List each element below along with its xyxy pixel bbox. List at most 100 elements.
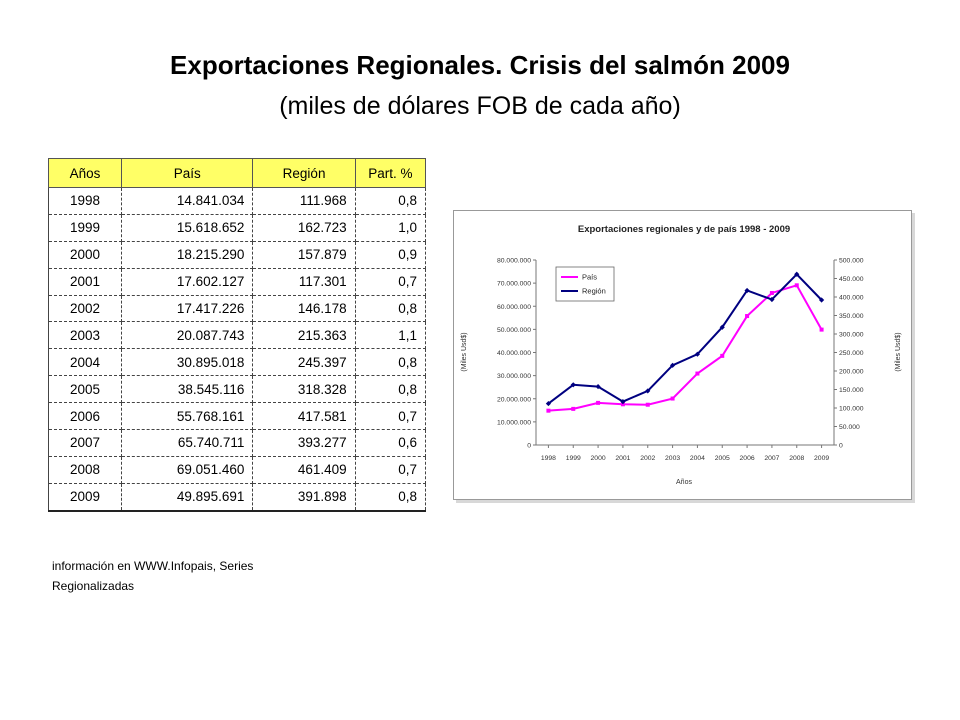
cell-part: 0,8: [355, 348, 427, 377]
y-tick-label-right: 450.000: [839, 276, 864, 283]
series-line-region: [547, 272, 823, 405]
page-subtitle: (miles de dólares FOB de cada año): [279, 92, 681, 120]
cell-pais: 55.768.161: [121, 402, 254, 431]
legend-label-pais: País: [582, 273, 597, 282]
y-tick-label-right: 50.000: [839, 424, 860, 431]
x-tick-label: 2000: [591, 455, 606, 462]
y-tick-label-left: 70.000.000: [497, 281, 531, 288]
cell-year: 2000: [47, 241, 123, 269]
cell-part: 0,9: [355, 241, 427, 269]
cell-year: 2009: [47, 483, 123, 512]
cell-part: 0,6: [355, 429, 427, 457]
cell-year: 2001: [47, 268, 123, 296]
page-title: Exportaciones Regionales. Crisis del sal…: [170, 50, 790, 80]
y-tick-label-left: 20.000.000: [497, 396, 531, 403]
table-row: 2002 17.417.226 146.178 0,8: [47, 295, 427, 323]
y-tick-label-right: 300.000: [839, 332, 864, 339]
cell-pais: 14.841.034: [121, 187, 254, 215]
y-tick-label-left: 40.000.000: [497, 350, 531, 357]
cell-pais: 38.545.116: [121, 375, 254, 404]
cell-pais: 17.417.226: [121, 295, 254, 323]
y-tick-label-left: 50.000.000: [497, 327, 531, 334]
cell-pais: 18.215.290: [121, 241, 254, 269]
x-tick-label: 2001: [615, 455, 630, 462]
cell-pais: 69.051.460: [121, 456, 254, 484]
cell-region: 111.968: [252, 187, 356, 215]
y-tick-label-left: 10.000.000: [497, 419, 531, 426]
exports-table: Años País Región Part. % 1998 14.841.034 1…: [47, 158, 427, 512]
table-row: 2009 49.895.691 391.898 0,8: [47, 483, 427, 512]
x-tick-label: 2008: [789, 455, 804, 462]
cell-region: 391.898: [252, 483, 356, 512]
x-tick-label: 2007: [764, 455, 779, 462]
cell-part: 1,1: [355, 321, 427, 350]
y-tick-label-right: 200.000: [839, 369, 864, 376]
cell-region: 117.301: [252, 268, 356, 296]
cell-pais: 65.740.711: [121, 429, 254, 457]
data-point-pais: [645, 402, 650, 407]
cell-pais: 20.087.743: [121, 321, 254, 350]
cell-pais: 49.895.691: [121, 483, 254, 512]
cell-region: 461.409: [252, 456, 356, 484]
cell-part: 0,8: [355, 483, 427, 512]
table-row: 2001 17.602.127 117.301 0,7: [47, 268, 427, 296]
header-part: Part. %: [354, 158, 427, 188]
cell-region: 393.277: [252, 429, 356, 457]
x-axis-label: Años: [676, 479, 692, 486]
x-tick-label: 1999: [566, 455, 581, 462]
y-tick-label-right: 100.000: [839, 406, 864, 413]
data-point-pais: [620, 402, 625, 407]
y-tick-label-left: 30.000.000: [497, 373, 531, 380]
x-tick-label: 2002: [640, 455, 655, 462]
table-row: 1999 15.618.652 162.723 1,0: [47, 214, 427, 242]
cell-region: 157.879: [252, 241, 356, 269]
x-tick-label: 2004: [690, 455, 705, 462]
cell-pais: 17.602.127: [121, 268, 254, 296]
table-row: 2004 30.895.018 245.397 0,8: [47, 348, 427, 377]
data-point-pais: [571, 406, 576, 411]
data-point-region: [744, 287, 750, 294]
table-row: 2003 20.087.743 215.363 1,1: [47, 321, 427, 350]
cell-part: 0,8: [355, 295, 427, 323]
cell-region: 417.581: [252, 402, 356, 431]
data-point-region: [794, 271, 800, 277]
table-row: 1998 14.841.034 111.968 0,8: [47, 187, 427, 215]
cell-pais: 15.618.652: [121, 214, 254, 242]
data-point-pais: [769, 290, 774, 295]
y-tick-label-right: 250.000: [839, 350, 864, 357]
cell-year: 2006: [47, 402, 123, 431]
exports-line-chart: Exportaciones regionales y de país 1998 …: [461, 224, 902, 486]
cell-year: 1998: [47, 187, 123, 215]
x-tick-label: 2005: [715, 455, 730, 462]
data-point-pais: [695, 371, 700, 376]
data-point-region: [545, 400, 552, 407]
y-tick-label-left: 80.000.000: [497, 258, 531, 265]
data-point-pais: [596, 400, 601, 405]
data-point-region: [769, 296, 775, 303]
cell-year: 2005: [47, 375, 123, 404]
cell-part: 0,8: [355, 187, 427, 215]
y-tick-label-left: 0: [527, 443, 531, 450]
y-tick-label-left: 60.000.000: [497, 304, 531, 311]
y-tick-label-right: 400.000: [839, 295, 864, 302]
cell-year: 2008: [47, 456, 123, 484]
source-line-2: Regionalizadas: [52, 579, 135, 593]
y-tick-label-right: 350.000: [839, 313, 864, 320]
source-line-1: información en WWW.Infopais, Series: [52, 559, 254, 573]
cell-part: 0,7: [355, 402, 427, 431]
data-point-pais: [794, 283, 799, 288]
table-row: 2005 38.545.116 318.328 0,8: [47, 375, 427, 404]
cell-part: 1,0: [355, 214, 427, 242]
data-point-pais: [745, 314, 750, 319]
x-tick-label: 2006: [740, 455, 755, 462]
data-point-pais: [720, 353, 725, 358]
x-tick-label: 2003: [665, 455, 680, 462]
cell-region: 245.397: [252, 348, 356, 377]
data-point-pais: [670, 396, 675, 401]
chart-panel: Exportaciones regionales y de país 1998 …: [453, 210, 912, 500]
y-tick-label-right: 500.000: [839, 258, 864, 265]
x-tick-label: 1998: [541, 455, 556, 462]
data-point-region: [719, 324, 725, 330]
table-row: 2006 55.768.161 417.581 0,7: [47, 402, 427, 431]
cell-region: 318.328: [252, 375, 356, 404]
